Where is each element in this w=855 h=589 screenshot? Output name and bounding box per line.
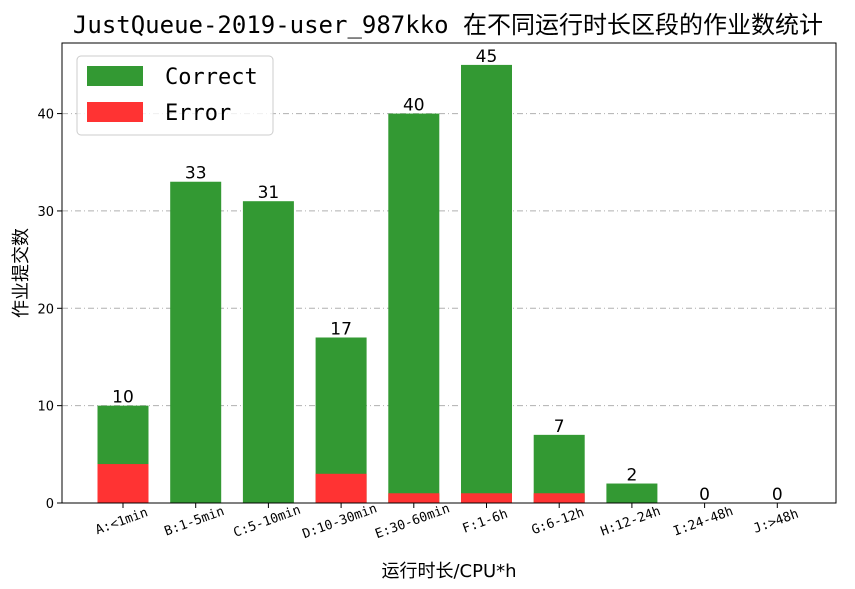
data-label: 0 [772, 485, 783, 505]
grid [62, 113, 836, 407]
bar-correct [606, 483, 658, 503]
y-tick-label: 40 [37, 108, 54, 123]
plot-frame [61, 42, 837, 504]
y-axis-label: 作业提交数 [11, 228, 32, 318]
y-tick-label: 30 [37, 205, 54, 220]
x-tick-label: B:1-5min [163, 504, 227, 540]
bar-correct [461, 64, 512, 504]
bar-error [97, 464, 149, 503]
y-tick-label: 10 [37, 400, 54, 415]
data-label: 45 [476, 47, 498, 67]
bar-correct [242, 201, 294, 504]
y-tick-label: 0 [46, 497, 54, 512]
x-tick-label: H:12-24h [599, 504, 663, 540]
bar-correct [533, 434, 585, 503]
y-axis: 0 10 20 30 40 [37, 108, 62, 512]
chart-title: JustQueue-2019-user_987kko 在不同运行时长区段的作业数… [73, 11, 823, 39]
data-label: 33 [185, 164, 207, 184]
x-tick-label: F:1-6h [461, 507, 510, 537]
data-label: 17 [330, 319, 352, 339]
bar-correct [170, 181, 222, 503]
y-tick-label: 20 [37, 302, 54, 317]
legend-label-correct: Correct [165, 65, 258, 90]
data-labels: 10 33 31 17 40 45 7 2 0 0 [112, 47, 783, 505]
data-label: 7 [554, 417, 565, 437]
x-axis: A:<1min B:1-5min C:5-10minD:10-30minE:30-6… [93, 501, 800, 542]
legend: Correct Error [76, 55, 274, 136]
x-tick-label: G:6-12h [530, 505, 587, 538]
legend-swatch-error [87, 102, 143, 122]
legend-label-error: Error [165, 101, 231, 126]
bar-correct [388, 113, 440, 504]
bar-error [533, 493, 585, 503]
data-label: 2 [626, 466, 637, 486]
x-tick-label: A:<1min [93, 505, 150, 538]
bar-error [461, 493, 512, 503]
x-tick-label: C:5-10min [232, 503, 303, 541]
data-label: 40 [403, 96, 425, 116]
legend-swatch-correct [87, 66, 143, 86]
bar-error [388, 493, 440, 503]
data-label: 10 [112, 388, 134, 408]
data-label: 0 [699, 485, 710, 505]
x-tick-label: D:10-30min [301, 501, 380, 542]
data-label: 31 [258, 183, 280, 203]
x-axis-label: 运行时长/CPU*h [381, 561, 516, 582]
bars [97, 64, 658, 504]
x-tick-label: J:>48h [751, 507, 800, 537]
bar-error [315, 473, 367, 503]
x-tick-label: I:24-48h [671, 504, 735, 540]
x-tick-label: E:30-60min [373, 501, 452, 542]
